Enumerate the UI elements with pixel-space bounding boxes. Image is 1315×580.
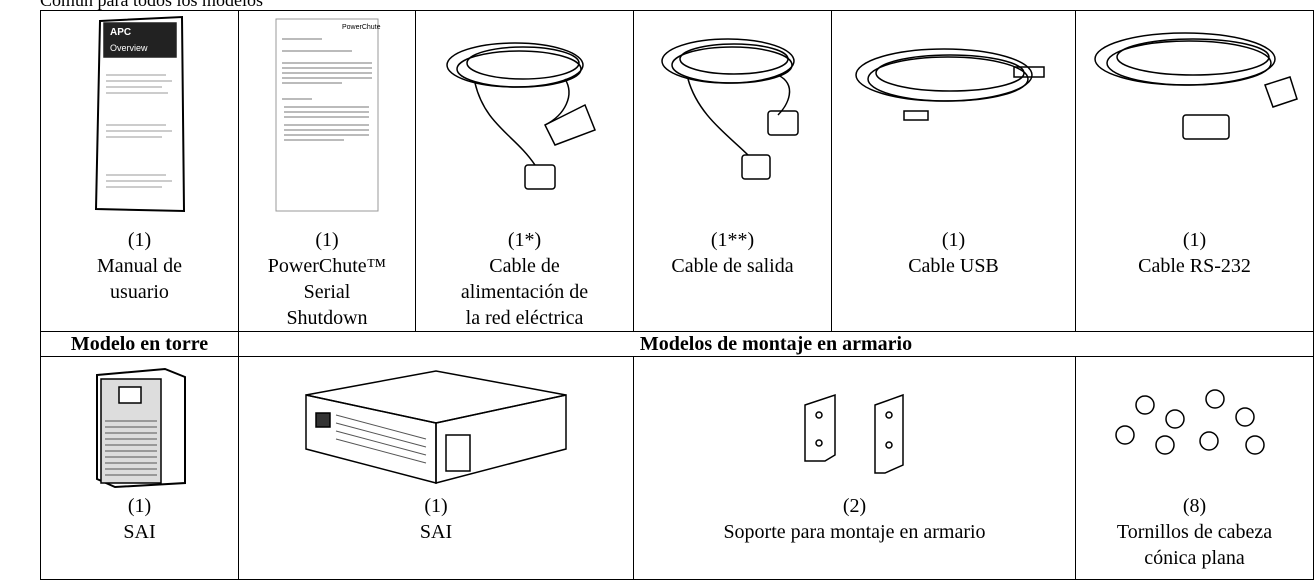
item-label: cónica plana <box>1144 547 1245 569</box>
cell: (8) Tornillos de cabeza cónica plana <box>1075 356 1314 580</box>
item-label: Cable USB <box>908 255 999 277</box>
header-cell: Modelos de montaje en armario <box>238 331 1314 357</box>
rs232-cable-image <box>1093 32 1298 140</box>
cell: (1) SAI <box>40 356 239 580</box>
bracket-image <box>803 393 904 474</box>
quantity: (1*) <box>507 229 542 251</box>
quantity: (1) <box>941 229 966 251</box>
item-label: SAI <box>123 521 156 543</box>
cell: (1) Cable RS-232 <box>1075 10 1314 332</box>
tower-ups-image <box>95 367 186 489</box>
quantity: (1) <box>127 495 152 517</box>
quantity: (1) <box>1182 229 1207 251</box>
item-label: Cable RS-232 <box>1138 255 1251 277</box>
section-title: Común para todos los modelos <box>40 0 263 10</box>
quantity: (1) <box>424 495 448 517</box>
page: Común para todos los modelos APC Overvie… <box>40 0 1314 580</box>
image-text: APC <box>110 27 131 38</box>
item-label: Soporte para montaje en armario <box>723 521 986 543</box>
row: (1) SAI (1) SAI (2) Soporte para montaje en… <box>40 356 1314 580</box>
cell: APC Overview (1) Manual de usuario <box>40 10 239 332</box>
quantity: (1**) <box>710 229 755 251</box>
usb-cable-image <box>854 48 1045 121</box>
image-text: Overview <box>110 43 148 53</box>
power-cord-image <box>445 42 596 190</box>
item-label: Tornillos de cabeza <box>1116 521 1273 543</box>
cell: (1) SAI <box>238 356 634 580</box>
package-table: APC Overview (1) Manual de usuario PowerCh… <box>40 10 1314 580</box>
rack-ups-image <box>305 370 567 484</box>
manual-image: APC Overview <box>94 15 185 213</box>
item-label: Cable de salida <box>671 255 794 277</box>
item-label: PowerChute™ <box>267 255 387 277</box>
output-cord-image <box>660 38 799 180</box>
quantity: (8) <box>1182 495 1207 517</box>
cell: (2) Soporte para montaje en armario <box>633 356 1076 580</box>
item-label: usuario <box>110 281 169 303</box>
quantity: (1) <box>315 229 339 251</box>
letter-image: PowerChute <box>275 18 381 212</box>
cell: (1) Cable USB <box>831 10 1076 332</box>
quantity: (2) <box>842 495 867 517</box>
cell: (1*) Cable de alimentación de la red eléctr… <box>415 10 634 332</box>
row: Modelo en torre Modelos de montaje en ar… <box>40 331 1314 357</box>
item-label: Shutdown <box>286 307 368 329</box>
screws-image <box>1114 389 1265 455</box>
item-label: Serial <box>303 281 351 303</box>
item-label: alimentación de <box>460 281 589 303</box>
cell: (1**) Cable de salida <box>633 10 832 332</box>
row: APC Overview (1) Manual de usuario PowerCh… <box>40 10 1314 332</box>
header-cell: Modelo en torre <box>40 331 239 357</box>
quantity: (1) <box>127 229 152 251</box>
item-label: Cable de <box>489 255 560 277</box>
item-label: SAI <box>419 521 453 543</box>
item-label: la red eléctrica <box>465 307 584 329</box>
item-label: Manual de <box>97 255 182 277</box>
cell: PowerChute (1) PowerChute™ Serial Shutdown <box>238 10 416 332</box>
image-text: PowerChute <box>342 24 381 31</box>
